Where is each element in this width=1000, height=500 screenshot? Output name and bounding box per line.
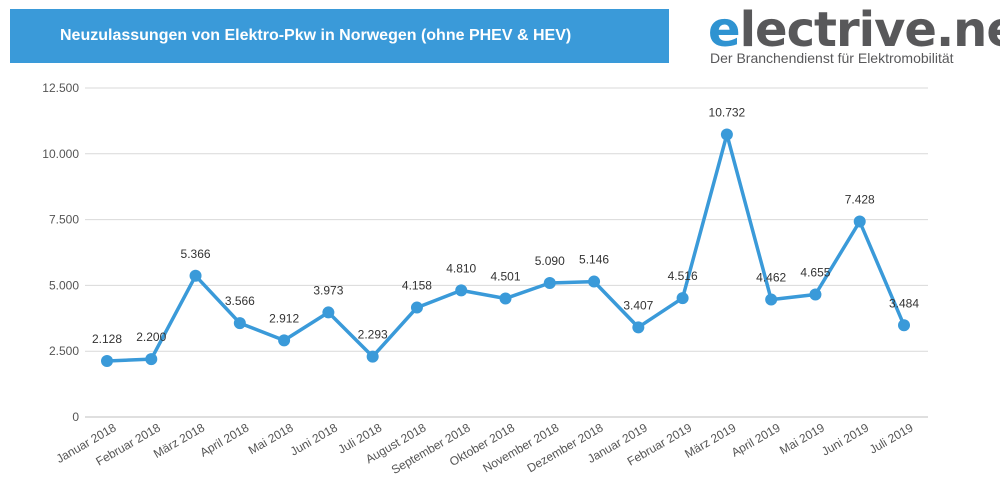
data-point [366, 350, 379, 363]
data-label: 2.293 [358, 328, 388, 342]
y-tick-label: 7.500 [49, 213, 79, 227]
data-label: 10.732 [709, 106, 746, 120]
series-line [106, 132, 906, 363]
y-axis-ticks: 0 2.500 5.000 7.500 10.000 12.500 [42, 81, 79, 424]
x-tick-label: Mai 2019 [777, 420, 827, 457]
x-tick-label: Juni 2018 [288, 420, 340, 458]
data-label: 4.158 [402, 279, 432, 293]
series-layer [101, 128, 910, 367]
logo-tagline: Der Branchendienst für Elektromobilität [710, 50, 954, 66]
data-point [898, 319, 910, 332]
data-label: 2.128 [92, 332, 122, 346]
data-label: 4.462 [756, 271, 786, 285]
x-tick-label: Mai 2018 [246, 420, 296, 457]
chart-title: Neuzulassungen von Elektro-Pkw in Norweg… [60, 27, 572, 44]
data-point [720, 128, 733, 141]
y-tick-label: 0 [72, 410, 79, 424]
data-point [233, 317, 246, 330]
data-label: 3.566 [225, 294, 255, 308]
data-label: 4.655 [800, 265, 830, 279]
data-point [543, 277, 556, 290]
logo-wordmark-rest: lectrive.net [739, 2, 1000, 58]
x-tick-label: April 2018 [198, 420, 252, 459]
x-tick-label: Juni 2019 [819, 420, 871, 458]
logo-wordmark: electrive.net [708, 2, 1000, 58]
data-label: 7.428 [845, 192, 875, 206]
data-label: 2.200 [136, 330, 166, 344]
data-label: 4.516 [668, 269, 698, 283]
data-label: 2.912 [269, 311, 299, 325]
data-labels: 2.128 2.200 5.366 3.566 2.912 3.973 2.293 4.158… [92, 106, 919, 346]
x-tick-label: April 2019 [729, 420, 783, 459]
y-tick-label: 10.000 [42, 147, 79, 161]
data-label: 5.366 [181, 247, 211, 261]
data-point [410, 301, 423, 314]
data-label: 5.090 [535, 254, 565, 268]
data-point [455, 284, 468, 297]
data-label: 5.146 [579, 253, 609, 267]
data-point [632, 321, 645, 334]
data-point [676, 292, 689, 305]
data-point [588, 275, 601, 288]
x-tick-label: März 2018 [151, 420, 207, 461]
data-point [145, 353, 158, 366]
data-point [101, 354, 113, 367]
data-label: 4.501 [490, 270, 520, 284]
x-tick-label: Juli 2019 [867, 420, 916, 456]
data-label: 3.484 [889, 296, 919, 310]
data-point [853, 215, 866, 228]
y-tick-label: 2.500 [49, 344, 79, 358]
logo-wordmark-e: e [708, 2, 741, 58]
chart-title-banner: Neuzulassungen von Elektro-Pkw in Norweg… [10, 9, 669, 63]
data-point [809, 288, 822, 301]
data-label: 3.407 [623, 298, 653, 312]
data-label: 4.810 [446, 261, 476, 275]
x-tick-label: März 2019 [682, 420, 738, 461]
data-point [189, 269, 202, 282]
data-point [278, 334, 291, 347]
y-tick-label: 12.500 [42, 81, 79, 95]
electrive-logo: electrive.net Der Branchendienst für Ele… [708, 2, 1000, 74]
data-label: 3.973 [313, 283, 343, 297]
data-point [499, 292, 512, 305]
data-point [765, 293, 778, 306]
data-point [322, 306, 335, 319]
y-tick-label: 5.000 [49, 278, 79, 292]
grid-lines [85, 87, 928, 418]
